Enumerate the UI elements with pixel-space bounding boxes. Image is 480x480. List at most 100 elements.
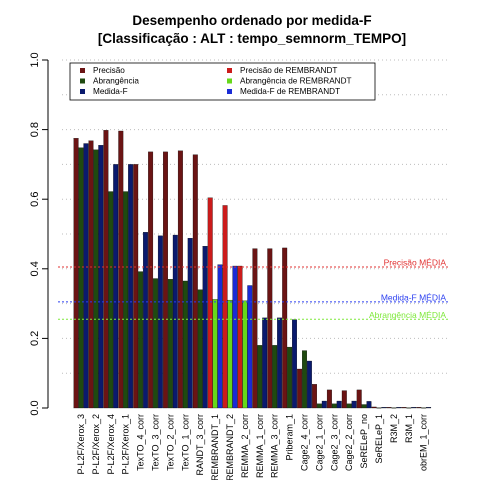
chart-title: Desempenho ordenado por medida-F [132,13,371,28]
bar-abrang-ncia-6 [167,279,173,409]
bar-abrang-ncia-de-rembrandt-9 [212,299,218,409]
bar-abrang-ncia-13 [272,345,278,409]
bar-medida-f-de-rembrandt-10 [232,265,238,409]
bar-precis-o-22 [401,407,407,409]
bar-medida-f-2 [113,164,119,409]
bar-precis-o-20 [371,406,377,409]
y-tick-label: 0.8 [29,122,41,137]
bar-abrang-ncia-7 [182,280,188,409]
bar-abrang-ncia-21 [391,407,397,409]
x-tick-label: P-L2F/Xerox_3 [76,414,86,475]
legend-label: Abrangência [93,77,139,86]
bar-precis-o-15 [297,368,303,409]
bar-precis-o-0 [73,138,79,409]
bar-abrang-ncia-de-rembrandt-11 [242,300,248,409]
x-tick-label: REMBRANDT_2 [225,414,235,480]
x-tick-label: TexTO_4_corr [136,414,146,471]
bar-medida-f-de-rembrandt-11 [247,285,253,409]
y-tick-label: 1.0 [29,52,41,67]
bar-precis-o-14 [282,247,288,409]
bar-medida-f-7 [187,238,193,409]
x-tick-label: TexTO_3_corr [151,414,161,471]
legend-swatch [80,89,85,94]
y-axis: 0.0 0.2 0.4 0.6 0.8 1.0 [29,52,49,416]
bar-abrang-ncia-0 [78,147,84,409]
bar-precis-o-23 [416,407,422,409]
bar-medida-f-23 [426,407,432,409]
x-tick-label: R3M_1 [404,414,414,443]
legend-label: Precisão [93,66,125,75]
bar-precis-o-2 [103,130,109,409]
legend-swatch [227,78,232,84]
bar-medida-f-22 [411,407,417,409]
bar-medida-f-19 [366,401,372,409]
y-tick-label: 0.6 [29,192,41,207]
x-tick-label: P-L2F/Xerox_4 [106,414,116,475]
bar-medida-f-20 [381,407,387,409]
bar-medida-f-0 [83,143,89,409]
x-tick-label: SeRELeP_no [359,414,369,469]
bar-abrang-ncia-2 [108,191,114,409]
x-tick-label: Priberam_1 [285,414,295,461]
x-tick-label: Cage2_2_corr [344,414,354,471]
x-tick-label: Cage2_1_corr [314,414,324,471]
x-tick-label: P-L2F/Xerox_1 [121,414,131,475]
bar-abrang-ncia-15 [302,350,307,409]
bar-precis-o-13 [267,248,273,409]
legend-label: Abrangência de REMBRANDT [240,77,352,86]
x-tick-label: obrEM_1_corr [419,414,429,471]
bar-abrang-ncia-23 [421,407,427,409]
bar-precis-o-16 [312,384,317,409]
x-tick-label: R3M_2 [389,414,399,443]
legend-label: Medida-F [93,87,128,96]
bar-abrang-ncia-3 [123,191,129,409]
legend-box [69,62,376,101]
y-tick-label: 0.2 [29,331,41,346]
bar-medida-f-21 [396,407,402,409]
y-tick-label: 0.4 [29,261,41,276]
bar-medida-f-18 [351,400,357,409]
bar-abrang-ncia-5 [153,278,158,409]
bar-abrang-ncia-1 [93,149,99,409]
bar-medida-f-16 [321,400,327,409]
bar-precis-o-3 [118,130,124,409]
bar-precis-o-17 [326,389,332,409]
bar-abrang-ncia-14 [287,346,293,409]
bar-precis-o-8 [192,154,198,409]
bar-precis-o-4 [133,164,139,409]
x-tick-label: REMBRANDT_1 [210,414,220,480]
reference-line-label: Precisão MÉDIA [384,258,447,268]
legend-swatch [80,78,85,84]
bar-precis-o-12 [252,248,258,409]
x-tick-label: TexTO_1_corr [180,414,190,471]
reference-lines: Precisão MÉDIA Medida-F MÉDIA Abrangência … [58,258,450,320]
x-tick-label: Cage2_3_corr [329,414,339,471]
x-tick-label: REMMA_3_corr [270,414,280,478]
bar-precis-o-6 [163,151,168,409]
reference-line-label: Abrangência MÉDIA [369,310,446,320]
bar-precis-o-1 [88,140,94,409]
bar-precis-o-18 [341,390,347,409]
bar-abrang-ncia-4 [138,271,144,409]
x-tick-label: Cage2_4_corr [300,414,310,471]
bar-abrang-ncia-18 [346,403,352,409]
bar-medida-f-3 [128,164,134,409]
bar-abrang-ncia-de-rembrandt-10 [227,299,233,409]
x-tick-label: SeRELeP_1 [374,414,384,464]
chart-subtitle: [Classificação : ALT : tempo_semnorm_TEM… [98,31,406,46]
bar-medida-f-5 [157,235,163,409]
x-tick-label: TexTO_2_corr [165,414,175,471]
bar-abrang-ncia-17 [331,403,337,409]
legend-swatch [227,68,232,73]
bar-medida-f-6 [172,234,178,409]
bar-abrang-ncia-20 [376,407,382,409]
x-tick-label: REMMA_2_corr [240,414,250,478]
reference-line-label: Medida-F MÉDIA [381,292,447,302]
bar-medida-f-15 [306,360,312,409]
legend-label: Medida-F de REMBRANDT [240,87,340,96]
legend-swatch [80,68,85,73]
x-tick-label: RANDT_3_corr [195,414,205,476]
legend-label: Precisão de REMBRANDT [240,66,337,75]
